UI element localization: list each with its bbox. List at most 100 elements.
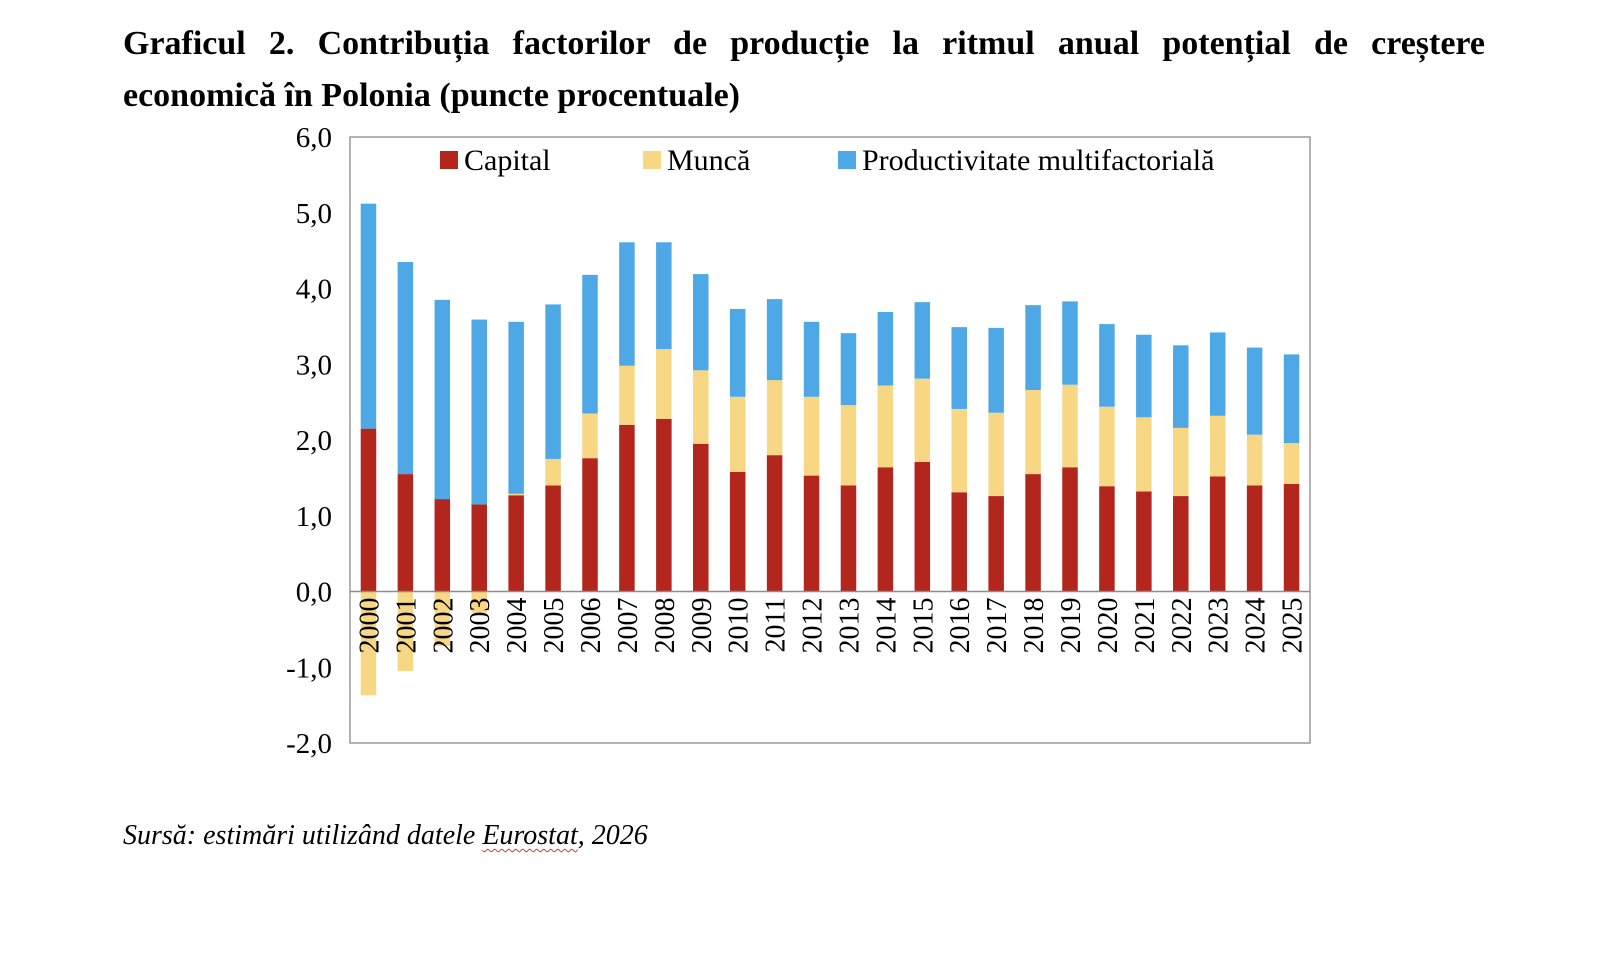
bar-2020-series-0: [1099, 486, 1115, 592]
x-tick-label: 2016: [945, 597, 976, 653]
bar-2022-series-1: [1173, 427, 1189, 497]
legend-entry: Muncă: [667, 144, 750, 177]
bar-2002-series-1: [434, 591, 451, 647]
x-tick-label: 2000: [354, 598, 385, 654]
y-tick-label: -2,0: [286, 728, 332, 760]
bar-2000-series-2: [360, 203, 377, 429]
bar-2006-series-2: [582, 274, 598, 414]
legend-entry: Capital: [464, 144, 551, 177]
bar-2022-series-0: [1173, 496, 1189, 592]
bar-2017-series-2: [988, 327, 1004, 413]
x-tick-label: 2001: [391, 598, 422, 654]
bar-2017-series-0: [988, 496, 1004, 592]
bar-2002-series-0: [434, 499, 451, 592]
x-tick-label: 2009: [687, 598, 718, 654]
bar-2023-series-1: [1209, 415, 1226, 477]
bar-2025-series-0: [1283, 483, 1300, 592]
bar-2023-series-2: [1209, 332, 1226, 416]
bar-2003-series-0: [471, 504, 487, 592]
y-tick-label: 1,0: [296, 501, 332, 533]
bar-2025-series-1: [1283, 443, 1300, 484]
bar-2009-series-2: [693, 274, 709, 371]
bar-2007-series-2: [619, 242, 635, 366]
bar-2003-series-2: [471, 319, 487, 505]
y-tick-label: -1,0: [286, 652, 332, 684]
bar-2018-series-0: [1025, 474, 1041, 592]
bar-2001-series-0: [397, 474, 414, 592]
bar-2025-series-2: [1283, 354, 1300, 444]
x-tick-label: 2010: [724, 598, 755, 654]
x-tick-label: 2017: [982, 597, 1013, 653]
bar-2011-series-2: [766, 299, 783, 381]
source-word-eurostat: Eurostat: [482, 820, 578, 851]
y-tick-label: 2,0: [296, 425, 332, 457]
source-prefix: Sursă: estimări utilizând datele: [123, 820, 483, 851]
bar-2008-series-0: [656, 418, 672, 592]
y-tick-label: 3,0: [296, 349, 332, 381]
source-note: Sursă: estimări utilizând datele Eurosta…: [123, 820, 648, 852]
bar-2024-series-1: [1246, 434, 1263, 486]
bar-2021-series-1: [1136, 417, 1152, 492]
bar-2011-series-1: [766, 380, 783, 456]
bar-2011-series-0: [766, 455, 783, 592]
bar-2022-series-2: [1173, 345, 1189, 428]
bar-2014-series-2: [877, 311, 894, 386]
x-tick-label: 2003: [465, 598, 496, 654]
x-tick-label: 2008: [650, 598, 681, 654]
bar-2009-series-1: [693, 370, 709, 444]
bar-2017-series-1: [988, 412, 1004, 497]
bar-2013-series-0: [840, 485, 857, 592]
bar-2019-series-0: [1062, 467, 1078, 592]
bar-2007-series-0: [619, 424, 635, 592]
legend-swatch: [440, 151, 458, 169]
bar-2019-series-1: [1062, 384, 1078, 468]
bar-2020-series-1: [1099, 406, 1115, 487]
bar-2005-series-1: [545, 458, 561, 486]
bar-2007-series-1: [619, 365, 635, 425]
bar-2024-series-2: [1246, 347, 1263, 435]
x-tick-label: 2023: [1204, 598, 1235, 654]
y-tick-label: 5,0: [296, 198, 332, 230]
x-tick-label: 2006: [576, 598, 607, 654]
bar-2016-series-0: [951, 492, 967, 592]
plot-area-border: [349, 136, 1311, 744]
bar-2008-series-1: [656, 349, 672, 419]
bar-2016-series-1: [951, 408, 967, 493]
bar-2005-series-2: [545, 304, 561, 459]
y-tick-label: 6,0: [296, 122, 332, 154]
bar-2004-series-1: [508, 493, 524, 496]
bar-2012-series-0: [803, 475, 820, 592]
x-tick-label: 2013: [834, 598, 865, 654]
bar-2013-series-1: [840, 405, 857, 486]
bar-2000-series-1: [360, 591, 377, 696]
bar-2012-series-2: [803, 321, 820, 397]
bar-2003-series-1: [471, 591, 487, 613]
x-tick-label: 2011: [761, 598, 792, 653]
source-suffix: , 2026: [577, 820, 648, 851]
chart-title: Graficul 2. Contribuția factorilor de pr…: [123, 25, 1485, 114]
bar-2020-series-2: [1099, 324, 1115, 407]
bar-2010-series-2: [729, 308, 746, 397]
bar-2019-series-2: [1062, 301, 1078, 385]
x-tick-label: 2025: [1278, 598, 1309, 654]
bar-2010-series-1: [729, 396, 746, 472]
x-tick-label: 2015: [908, 598, 939, 654]
bar-2002-series-2: [434, 299, 451, 500]
x-tick-label: 2018: [1019, 598, 1050, 654]
x-tick-label: 2014: [871, 598, 902, 654]
bar-2004-series-2: [508, 321, 524, 494]
bar-2021-series-2: [1136, 334, 1152, 418]
y-tick-label: 4,0: [296, 274, 332, 306]
bar-2018-series-2: [1025, 305, 1041, 390]
legend-swatch: [643, 151, 661, 169]
bar-2008-series-2: [656, 242, 672, 350]
x-tick-label: 2005: [539, 598, 570, 654]
x-tick-label: 2020: [1093, 598, 1124, 654]
bar-2005-series-0: [545, 485, 561, 592]
bar-2023-series-0: [1209, 476, 1226, 592]
y-tick-label: 0,0: [296, 577, 332, 609]
bar-2024-series-0: [1246, 485, 1263, 592]
bar-2013-series-2: [840, 333, 857, 406]
bar-2000-series-0: [360, 428, 377, 592]
